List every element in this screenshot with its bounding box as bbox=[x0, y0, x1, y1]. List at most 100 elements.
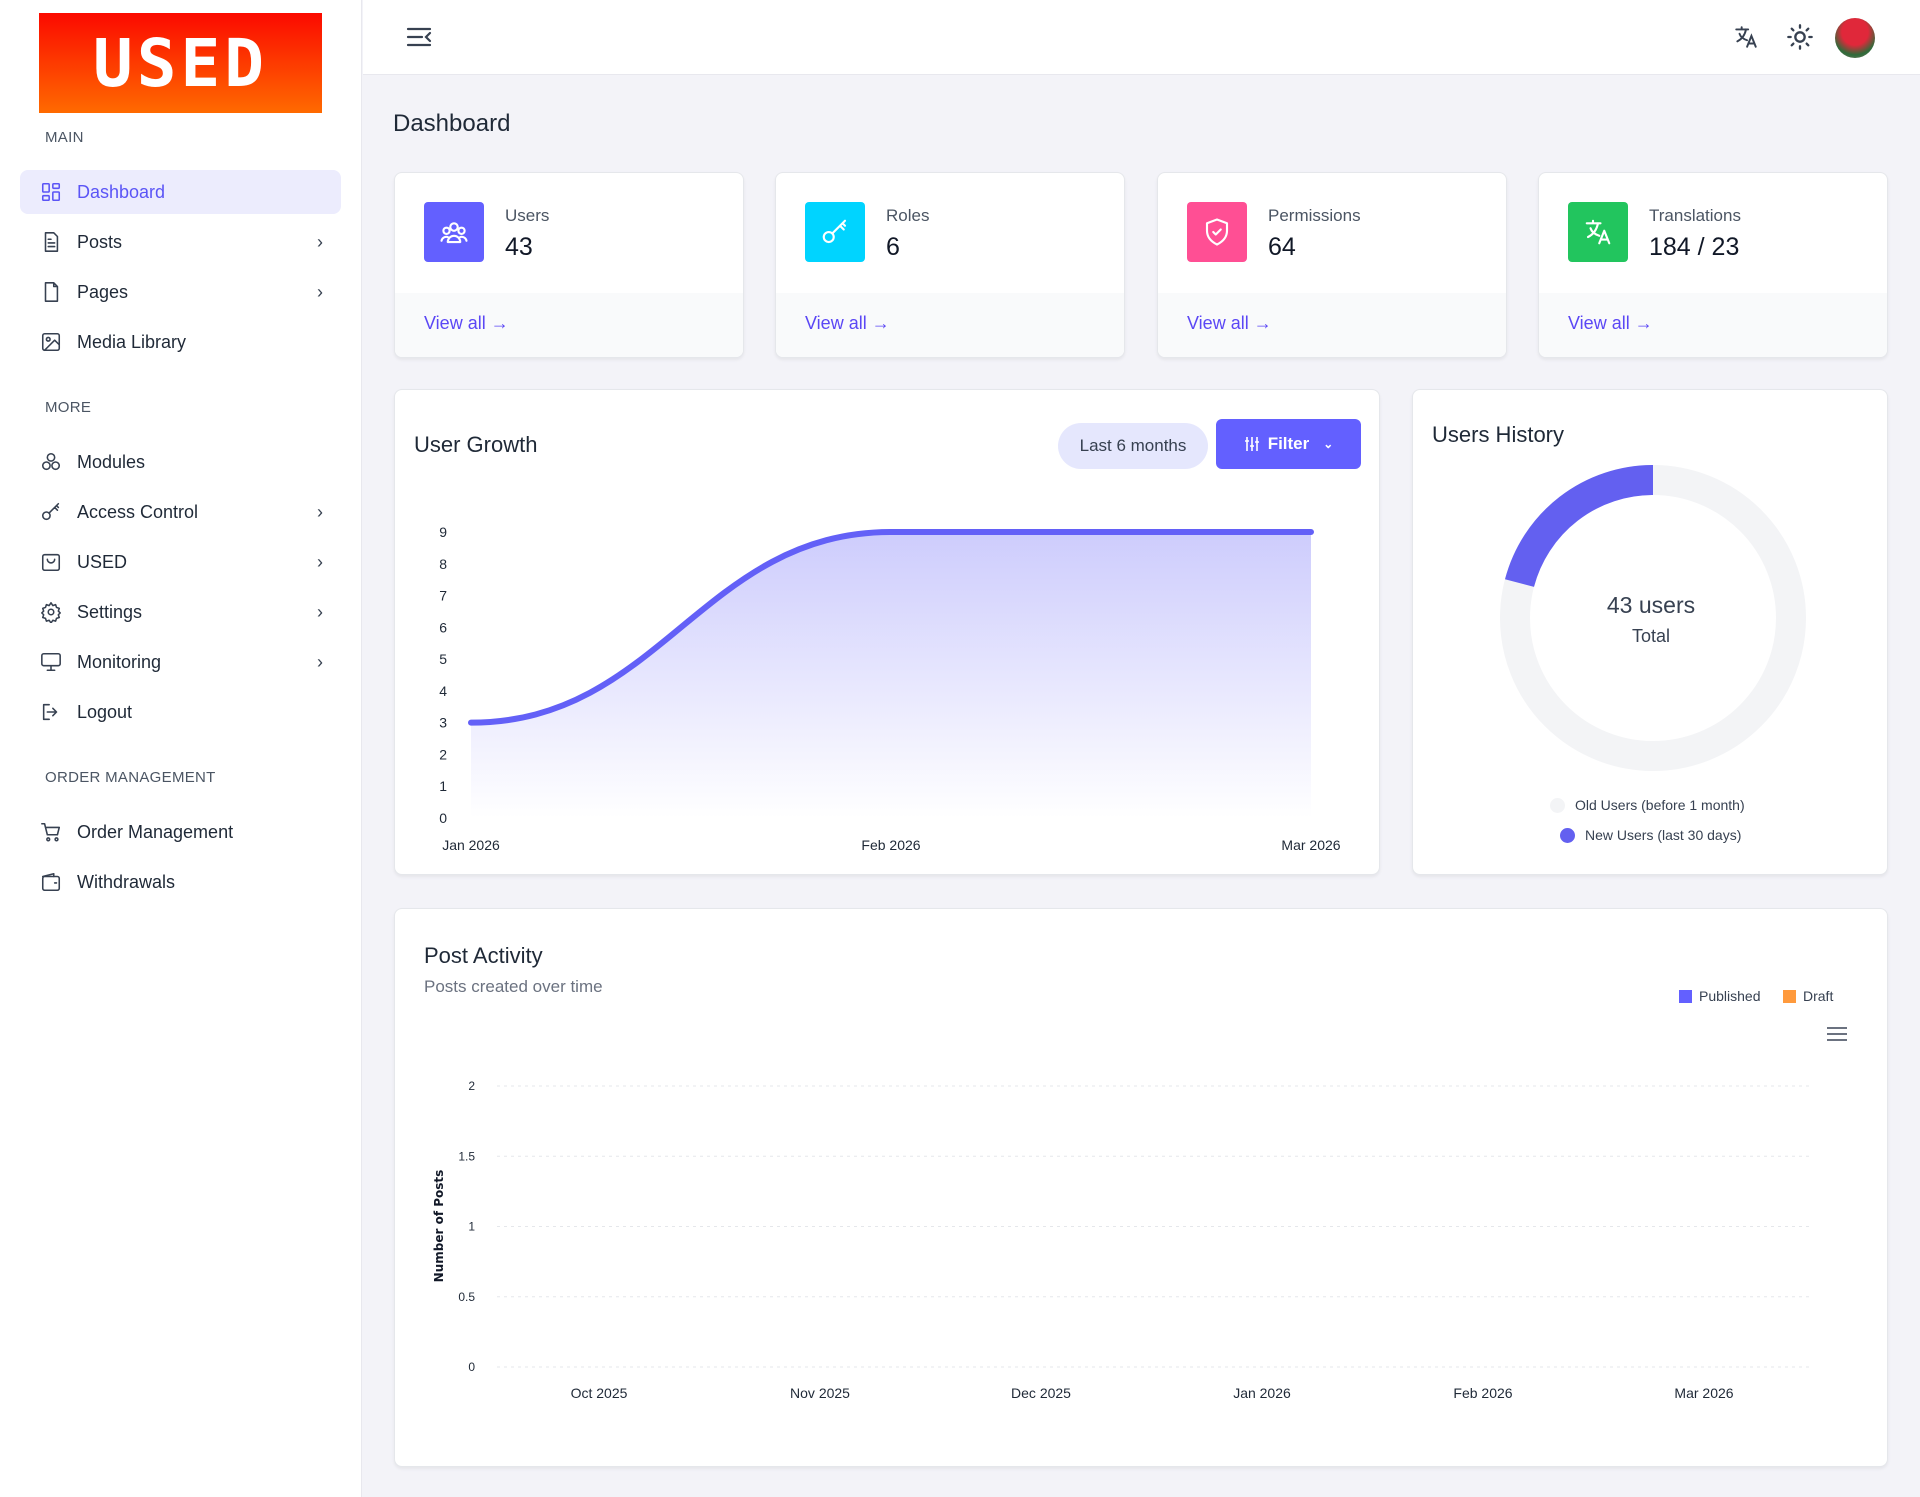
chevron-right-icon: › bbox=[317, 281, 323, 302]
sidebar-item-label: Pages bbox=[77, 281, 129, 302]
stat-card-roles: Roles 6 View all → bbox=[775, 172, 1125, 358]
stat-value: 184 / 23 bbox=[1649, 233, 1740, 261]
logout-icon bbox=[42, 703, 58, 721]
view-all-link[interactable]: View all → bbox=[805, 313, 890, 333]
key-icon bbox=[822, 219, 847, 244]
stat-value: 43 bbox=[505, 233, 533, 261]
x-tick-label: Jan 2026 bbox=[442, 837, 500, 853]
section-label: MAIN bbox=[45, 129, 84, 146]
y-tick-label: 7 bbox=[439, 588, 447, 604]
top-bar bbox=[363, 0, 1920, 75]
x-tick-label: Feb 2026 bbox=[861, 837, 920, 853]
arrow-right-icon: → bbox=[1634, 313, 1653, 333]
sidebar-item-pages[interactable]: Pages › bbox=[20, 270, 341, 314]
user-growth-title: User Growth bbox=[414, 432, 538, 457]
menu-collapse-icon[interactable] bbox=[406, 26, 432, 48]
y-tick-label: 3 bbox=[439, 715, 447, 731]
stat-label: Translations bbox=[1649, 206, 1741, 225]
gear-icon bbox=[41, 602, 61, 623]
image-icon bbox=[41, 332, 61, 352]
legend-label: Draft bbox=[1803, 988, 1833, 1004]
sidebar-item-label: Media Library bbox=[77, 331, 187, 352]
sidebar-item-label: Logout bbox=[77, 701, 133, 722]
legend-dot bbox=[1550, 797, 1565, 813]
x-tick-label: Mar 2026 bbox=[1674, 1385, 1733, 1401]
y-tick-label: 9 bbox=[439, 524, 447, 540]
legend-item[interactable]: New Users (last 30 days) bbox=[1560, 827, 1741, 843]
sidebar-item-label: USED bbox=[77, 551, 128, 572]
page-icon bbox=[44, 282, 59, 302]
view-all-link[interactable]: View all → bbox=[424, 313, 509, 333]
donut-center-value: 43 users bbox=[1606, 592, 1696, 618]
sidebar-item-dashboard[interactable]: Dashboard bbox=[20, 170, 341, 214]
stat-icon-box bbox=[805, 202, 865, 262]
logo[interactable]: USED bbox=[39, 13, 322, 113]
sidebar-item-settings[interactable]: Settings › bbox=[20, 590, 341, 634]
sidebar-item-withdrawals[interactable]: Withdrawals bbox=[20, 860, 341, 904]
sidebar-item-used[interactable]: USED › bbox=[20, 540, 341, 584]
y-tick-label: 0 bbox=[439, 810, 447, 826]
y-axis-label: Number of Posts bbox=[432, 1170, 446, 1283]
filter-button[interactable]: Filter ⌄ bbox=[1216, 419, 1361, 469]
stat-card-translations: Translations 184 / 23 View all → bbox=[1538, 172, 1888, 358]
section-label: MORE bbox=[45, 399, 92, 416]
page-title: Dashboard bbox=[393, 110, 511, 137]
users-history-card: Users History 43 users Total Old Users (… bbox=[1412, 389, 1888, 875]
sidebar-item-label: Dashboard bbox=[77, 181, 166, 202]
sidebar-item-order-management[interactable]: Order Management bbox=[20, 810, 341, 854]
series-line bbox=[468, 529, 1314, 726]
sidebar-item-access-control[interactable]: Access Control › bbox=[20, 490, 341, 534]
avatar[interactable] bbox=[1835, 18, 1875, 58]
range-button[interactable]: Last 6 months bbox=[1058, 423, 1208, 469]
sidebar-item-posts[interactable]: Posts › bbox=[20, 220, 341, 264]
document-icon bbox=[44, 232, 59, 252]
sidebar-item-label: Monitoring bbox=[77, 651, 162, 672]
sun-icon[interactable] bbox=[1786, 23, 1814, 51]
sidebar-item-modules[interactable]: Modules bbox=[20, 440, 341, 484]
shield-icon bbox=[1205, 218, 1229, 246]
key-icon bbox=[41, 502, 60, 521]
legend-label: Published bbox=[1699, 988, 1761, 1004]
area-fill bbox=[471, 532, 1311, 818]
stat-value: 64 bbox=[1268, 233, 1296, 261]
arrow-right-icon: → bbox=[490, 313, 509, 333]
post-activity-subtitle: Posts created over time bbox=[424, 977, 603, 996]
y-tick-label: 1 bbox=[468, 1220, 475, 1234]
chevron-right-icon: › bbox=[317, 551, 323, 572]
x-tick-label: Jan 2026 bbox=[1233, 1385, 1291, 1401]
sidebar-item-label: Settings bbox=[77, 601, 143, 622]
sidebar-item-label: Posts bbox=[77, 231, 123, 252]
user-growth-chart: 0 1 2 3 4 5 6 7 8 9 Jan 2026 Feb 2026 Mar 2026 bbox=[439, 524, 1341, 853]
stat-label: Roles bbox=[886, 206, 930, 225]
post-activity-title: Post Activity bbox=[424, 943, 543, 968]
y-tick-label: 1 bbox=[439, 778, 447, 794]
sidebar-item-monitoring[interactable]: Monitoring › bbox=[20, 640, 341, 684]
stat-icon-box bbox=[424, 202, 484, 262]
translate-icon[interactable] bbox=[1733, 24, 1759, 50]
y-tick-label: 0 bbox=[468, 1360, 475, 1374]
x-tick-label: Feb 2026 bbox=[1453, 1385, 1512, 1401]
arrow-right-icon: → bbox=[1253, 313, 1272, 333]
chart-menu-icon[interactable] bbox=[1827, 1027, 1847, 1041]
y-tick-label: 2 bbox=[439, 746, 447, 762]
section-label: ORDER MANAGEMENT bbox=[45, 769, 216, 786]
users-icon bbox=[440, 222, 468, 244]
chevron-right-icon: › bbox=[317, 501, 323, 522]
y-tick-label: 0.5 bbox=[458, 1290, 475, 1304]
sidebar-item-media-library[interactable]: Media Library bbox=[20, 320, 341, 364]
legend-item[interactable]: Old Users (before 1 month) bbox=[1550, 797, 1745, 813]
x-tick-label: Nov 2025 bbox=[790, 1385, 850, 1401]
stat-label: Permissions bbox=[1268, 206, 1361, 225]
legend-swatch bbox=[1679, 990, 1692, 1003]
donut-center-label: Total bbox=[1631, 626, 1671, 646]
x-tick-label: Oct 2025 bbox=[571, 1385, 628, 1401]
view-all-link[interactable]: View all → bbox=[1187, 313, 1272, 333]
arrow-right-icon: → bbox=[871, 313, 890, 333]
sidebar-item-label: Order Management bbox=[77, 821, 234, 842]
y-tick-label: 2 bbox=[468, 1079, 475, 1093]
sidebar-item-logout[interactable]: Logout bbox=[20, 690, 341, 734]
view-all-link[interactable]: View all → bbox=[1568, 313, 1653, 333]
y-tick-label: 4 bbox=[439, 683, 447, 699]
y-tick-label: 5 bbox=[439, 651, 447, 667]
stat-card-users: Users 43 View all → bbox=[394, 172, 744, 358]
